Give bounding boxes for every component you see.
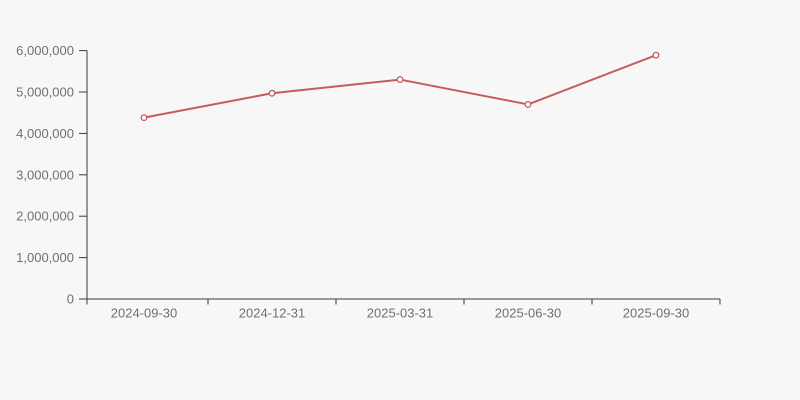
x-axis-label: 2025-03-31	[367, 306, 434, 321]
data-point-marker	[396, 76, 404, 84]
series-line	[143, 54, 657, 119]
x-axis-label: 2025-06-30	[495, 306, 562, 321]
y-axis-label: 5,000,000	[16, 85, 74, 100]
y-axis-label: 6,000,000	[16, 43, 74, 58]
y-axis-label: 0	[67, 292, 74, 307]
x-axis-label: 2024-12-31	[239, 306, 306, 321]
data-point-marker	[652, 51, 660, 59]
data-point-marker	[268, 89, 276, 97]
x-axis-label: 2025-09-30	[623, 306, 690, 321]
y-axis-label: 1,000,000	[16, 250, 74, 265]
data-point-marker	[140, 114, 148, 122]
data-point-marker	[524, 100, 532, 108]
x-axis-label: 2024-09-30	[111, 306, 178, 321]
y-axis-label: 4,000,000	[16, 126, 74, 141]
y-axis-label: 3,000,000	[16, 167, 74, 182]
y-axis-label: 2,000,000	[16, 209, 74, 224]
